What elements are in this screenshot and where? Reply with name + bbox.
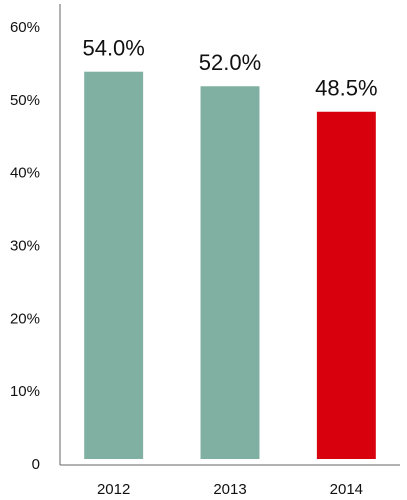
y-tick-label: 20% [10, 310, 40, 327]
x-tick-label: 2013 [213, 481, 246, 498]
y-tick-label: 40% [10, 165, 40, 182]
value-label: 52.0% [199, 50, 261, 75]
value-label: 54.0% [82, 36, 144, 61]
value-label: 48.5% [315, 76, 377, 101]
y-tick-label: 0 [32, 456, 40, 473]
y-tick-label: 10% [10, 383, 40, 400]
y-tick-label: 30% [10, 237, 40, 254]
y-tick-label: 60% [10, 19, 40, 36]
bar [84, 71, 144, 459]
x-tick-label: 2014 [330, 481, 363, 498]
y-tick-label: 50% [10, 92, 40, 109]
bar [316, 111, 376, 459]
bar [200, 86, 260, 460]
x-tick-label: 2012 [97, 481, 130, 498]
